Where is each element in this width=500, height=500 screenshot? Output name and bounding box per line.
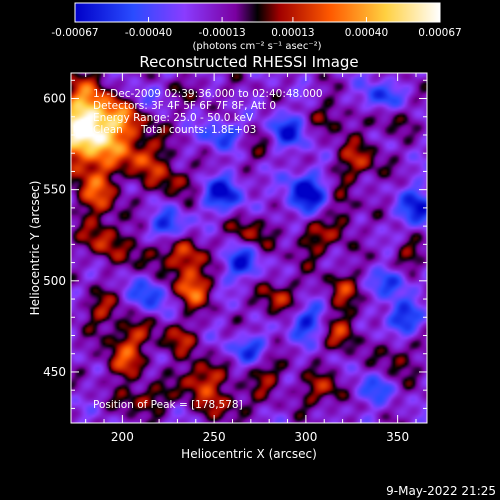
colorbar-label: (photons cm⁻² s⁻¹ asec⁻²) (192, 41, 321, 52)
colorbar-tick-label: -0.00013 (198, 27, 245, 39)
colorbar-tick-label: 0.00067 (418, 27, 461, 39)
heatmap-image (71, 73, 427, 423)
chart-title: Reconstructed RHESSI Image (139, 53, 358, 71)
y-tick-label: 600 (43, 92, 66, 106)
x-tick-label: 200 (111, 430, 134, 444)
plot-frame (70, 72, 428, 424)
x-tick-label: 350 (386, 430, 409, 444)
annotation-energy-range: Energy Range: 25.0 - 50.0 keV (93, 112, 254, 124)
y-tick-label: 550 (43, 183, 66, 197)
colorbar-ticks: -0.00067 -0.00040 -0.00013 0.00013 0.00040 0.… (51, 17, 462, 39)
x-axis-label: Heliocentric X (arcsec) (181, 447, 317, 461)
annotation-algorithm: Clean (93, 124, 123, 136)
x-tick-label: 250 (203, 430, 226, 444)
annotation-time-range: 17-Dec-2009 02:39:36.000 to 02:40:48.000 (93, 88, 323, 100)
colorbar-tick-label: -0.00067 (51, 27, 98, 39)
footer-timestamp: 9-May-2022 21:25 (386, 484, 496, 498)
y-tick-label: 500 (43, 274, 66, 288)
colorbar-tick-label: -0.00040 (125, 27, 172, 39)
annotation-detectors: Detectors: 3F 4F 5F 6F 7F 8F, Att 0 (93, 100, 276, 112)
colorbar (74, 2, 441, 23)
y-tick-label: 450 (43, 365, 66, 379)
annotation-peak: Position of Peak = [178,578] (93, 399, 243, 411)
annotation-total-counts: Total counts: 1.8E+03 (140, 124, 256, 136)
colorbar-tick-label: 0.00013 (271, 27, 314, 39)
axis-ticks: 200 250 300 350 450 500 550 600 (43, 73, 427, 444)
y-axis-label: Heliocentric Y (arcsec) (28, 181, 42, 316)
x-tick-label: 300 (294, 430, 317, 444)
colorbar-tick-label: 0.00040 (345, 27, 388, 39)
